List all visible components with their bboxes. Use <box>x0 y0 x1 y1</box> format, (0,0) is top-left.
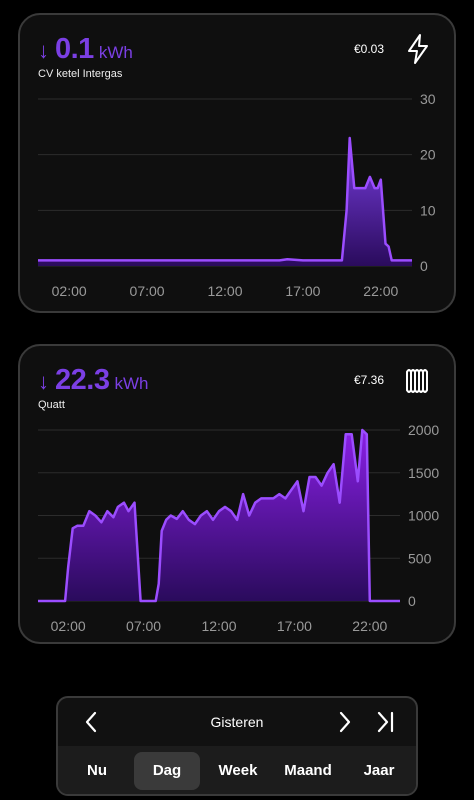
x-tick-label: 02:00 <box>51 618 86 634</box>
device-name: Quatt <box>38 399 65 411</box>
usage-line <box>38 428 400 603</box>
tab-maand[interactable]: Maand <box>284 762 332 779</box>
energy-card-quatt[interactable]: 2000 1500 1000 500 0 02:00 07:00 12:00 17:00 22:0… <box>18 344 456 644</box>
x-tick-label: 07:00 <box>130 283 165 299</box>
tab-nu[interactable]: Nu <box>87 762 107 779</box>
usage-chart: 30 20 10 0 02:00 07:00 12:00 17:00 22:00 <box>20 15 458 315</box>
chevron-left-icon <box>85 711 97 733</box>
y-tick-label: 10 <box>420 202 436 218</box>
x-tick-label: 22:00 <box>352 618 387 634</box>
x-tick-label: 12:00 <box>207 283 242 299</box>
usage-area <box>38 138 412 266</box>
usage-chart: 2000 1500 1000 500 0 02:00 07:00 12:00 17:00 22:0… <box>20 346 458 646</box>
usage-unit: kWh <box>98 43 133 62</box>
tab-dag[interactable]: Dag <box>134 752 200 790</box>
usage-summary: ↓ 0.1 kWh <box>38 33 133 66</box>
x-tick-label: 02:00 <box>52 283 87 299</box>
tab-jaar[interactable]: Jaar <box>363 762 395 779</box>
down-arrow-icon: ↓ <box>38 38 49 63</box>
last-period-button[interactable] <box>371 706 401 738</box>
energy-card-cv-ketel[interactable]: 30 20 10 0 02:00 07:00 12:00 17:00 22:00 ↓ 0.1 k… <box>18 13 456 313</box>
x-tick-label: 07:00 <box>126 618 161 634</box>
x-tick-label: 12:00 <box>201 618 236 634</box>
x-tick-label: 22:00 <box>363 283 398 299</box>
period-navigation: Gisteren <box>58 698 416 746</box>
usage-value: 22.3 <box>55 364 110 396</box>
usage-area <box>38 430 400 601</box>
period-tabs: Nu Dag Week Maand Jaar <box>58 746 416 794</box>
usage-unit: kWh <box>114 374 149 393</box>
radiator-icon <box>406 369 428 393</box>
y-tick-label: 20 <box>420 147 436 163</box>
x-tick-label: 17:00 <box>285 283 320 299</box>
y-tick-label: 1500 <box>408 465 439 481</box>
usage-chart-svg: 2000 1500 1000 500 0 02:00 07:00 12:00 17:00 22:0… <box>38 422 439 634</box>
usage-chart-svg: 30 20 10 0 02:00 07:00 12:00 17:00 22:00 <box>38 91 436 299</box>
tab-week[interactable]: Week <box>218 762 258 779</box>
lightning-bolt-icon <box>408 34 428 64</box>
usage-value: 0.1 <box>55 33 94 65</box>
y-tick-label: 1000 <box>408 508 439 524</box>
cost-value: €7.36 <box>353 373 384 387</box>
usage-line <box>38 136 412 262</box>
y-tick-label: 0 <box>420 258 428 274</box>
down-arrow-icon: ↓ <box>38 369 49 394</box>
device-name: CV ketel Intergas <box>38 68 123 80</box>
period-label: Gisteren <box>210 714 264 730</box>
cost-value: €0.03 <box>353 42 384 56</box>
previous-period-button[interactable] <box>76 706 106 738</box>
next-period-button[interactable] <box>330 706 360 738</box>
skip-to-end-icon <box>377 711 394 733</box>
chevron-right-icon <box>339 711 351 733</box>
usage-summary: ↓ 22.3 kWh <box>38 364 148 397</box>
y-tick-label: 30 <box>420 91 436 107</box>
x-tick-label: 17:00 <box>277 618 312 634</box>
y-tick-label: 0 <box>408 593 416 609</box>
y-tick-label: 2000 <box>408 422 439 438</box>
y-tick-label: 500 <box>408 550 432 566</box>
period-selector: Gisteren Nu Dag Week Maand Jaar <box>56 696 418 796</box>
